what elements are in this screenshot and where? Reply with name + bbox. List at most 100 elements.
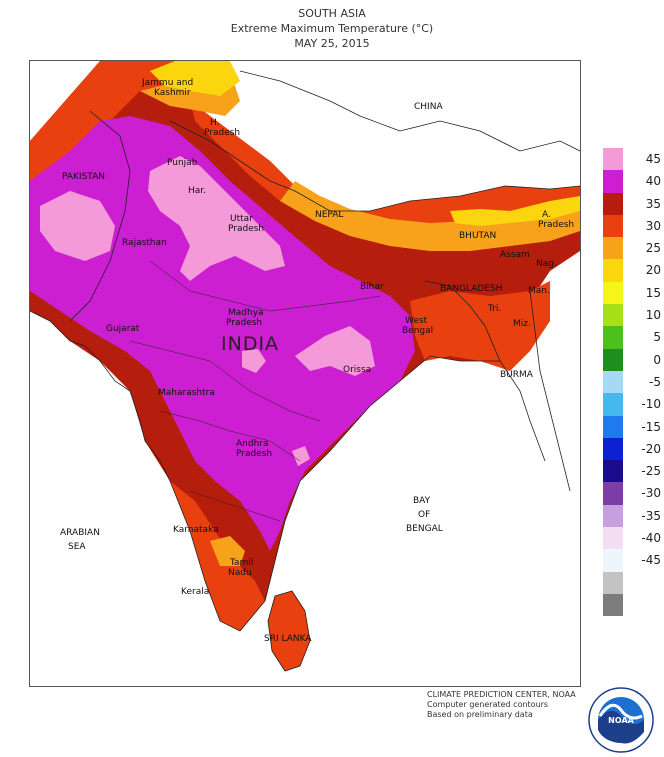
legend-label: -20 [641,441,661,456]
legend-row: 15 [603,281,664,305]
legend-swatch [603,237,623,260]
zone-45-ap-spot [292,446,310,466]
label-andhra-1: Andhra [236,439,269,449]
srilanka-coast [267,590,311,672]
legend-label: -15 [641,419,661,434]
label-jammu: Jammu and [141,78,193,88]
legend-label: 35 [645,196,661,211]
temperature-fills [30,61,580,671]
legend-swatch [603,571,623,594]
label-india: INDIA [221,333,279,355]
label-orissa: Orissa [343,365,371,375]
legend-label: -5 [649,374,661,389]
legend-swatch [603,259,623,282]
label-tripura: Tri. [487,304,501,314]
legend-swatch [603,170,623,193]
legend-label: 30 [645,218,661,233]
legend-swatch [603,214,623,238]
label-bangladesh: BANGLADESH [440,284,503,294]
label-hp-1: H. [210,118,219,128]
date-title: MAY 25, 2015 [294,37,370,50]
label-arabian-1: ARABIAN [60,528,100,538]
legend-label: -40 [641,531,661,546]
label-bay-3: BENGAL [406,524,443,534]
legend-row: 40 [603,170,664,193]
legend-row: 20 [603,259,664,282]
zone-30-35-east [410,281,550,371]
legend-swatch [603,348,623,371]
credit-line-3: Based on preliminary data [427,710,533,719]
legend-label: 40 [645,174,661,189]
legend-swatch [603,549,623,572]
zone-45-rajasthan [40,191,115,261]
china-border [239,70,580,152]
label-andhra-2: Pradesh [236,449,272,459]
credit-line-1: CLIMATE PREDICTION CENTER, NOAA [427,690,576,699]
label-bay-1: BAY [413,496,431,506]
color-legend: 45 40 35 30 25 20 15 10 5 0 -5 -10 -15 -20 -25 -30 -35 -4… [603,148,664,617]
legend-swatch [603,326,623,349]
legend-swatch [603,192,623,215]
legend-label: -10 [641,397,661,412]
legend-row: -30 [603,482,664,505]
temperature-map: Jammu and Kashmir CHINA H. Pradesh PAKIS… [29,60,581,687]
himalaya-border [169,120,580,212]
legend-row [603,593,664,617]
legend-row: -20 [603,437,664,461]
legend-label: 5 [653,330,661,345]
legend-row: -35 [603,504,664,528]
label-burma: BURMA [500,370,534,380]
legend-swatch [603,393,623,416]
legend-swatch [603,527,623,550]
label-bay-2: OF [418,510,430,520]
zone-25-30-karnataka [210,536,245,566]
map-canvas: Jammu and Kashmir CHINA H. Pradesh PAKIS… [30,61,580,672]
legend-label: 15 [645,285,661,300]
bangladesh-border [424,280,501,362]
pakistan-border [69,110,131,322]
label-bihar: Bihar [360,282,384,292]
zone-45-orissa [295,326,375,376]
label-nagaland: Nag. [536,259,557,269]
zone-40-45 [30,116,415,551]
legend-swatch [603,148,623,171]
label-ap-1: A. [542,210,551,220]
label-hp-2: Pradesh [204,128,240,138]
label-mp-1: Madhya [228,308,264,318]
map-labels: Jammu and Kashmir CHINA H. Pradesh PAKIS… [60,78,574,644]
label-rajasthan: Rajasthan [122,238,167,248]
zone-45-up [148,156,285,281]
legend-label: 45 [645,152,661,166]
legend-label: -35 [641,508,661,523]
label-mp-2: Pradesh [226,318,262,328]
legend-label: -25 [641,464,661,479]
label-china: CHINA [414,102,443,112]
legend-swatch [603,504,623,528]
label-pakistan: PAKISTAN [62,172,105,182]
label-tn-2: Nadu [228,568,252,578]
label-wb-1: West [405,316,428,326]
zone-20-25-himalaya [450,196,580,226]
zone-25-30-himalaya [280,181,580,251]
label-punjab: Punjab [167,158,198,168]
label-nepal: NEPAL [315,210,343,220]
legend-label: 0 [653,352,661,367]
label-tn-1: Tamil [229,558,253,568]
legend-swatch [603,304,623,327]
region-title: SOUTH ASIA [298,7,366,20]
legend-row: -10 [603,393,664,416]
legend-label: 20 [645,263,661,278]
label-kerala: Kerala [181,587,209,597]
label-assam: Assam [500,250,530,260]
noaa-logo: NOAA [588,687,654,753]
legend-swatch [603,460,623,483]
label-up-1: Uttar [230,214,253,224]
zone-30-35-srilanka [268,591,310,671]
label-ap-2: Pradesh [538,220,574,230]
state-border-2 [129,340,321,422]
legend-row: 25 [603,237,664,260]
label-up-2: Pradesh [228,224,264,234]
legend-row: 10 [603,304,664,327]
legend-swatch [603,415,623,438]
zone-45-mp-spot [242,349,266,373]
